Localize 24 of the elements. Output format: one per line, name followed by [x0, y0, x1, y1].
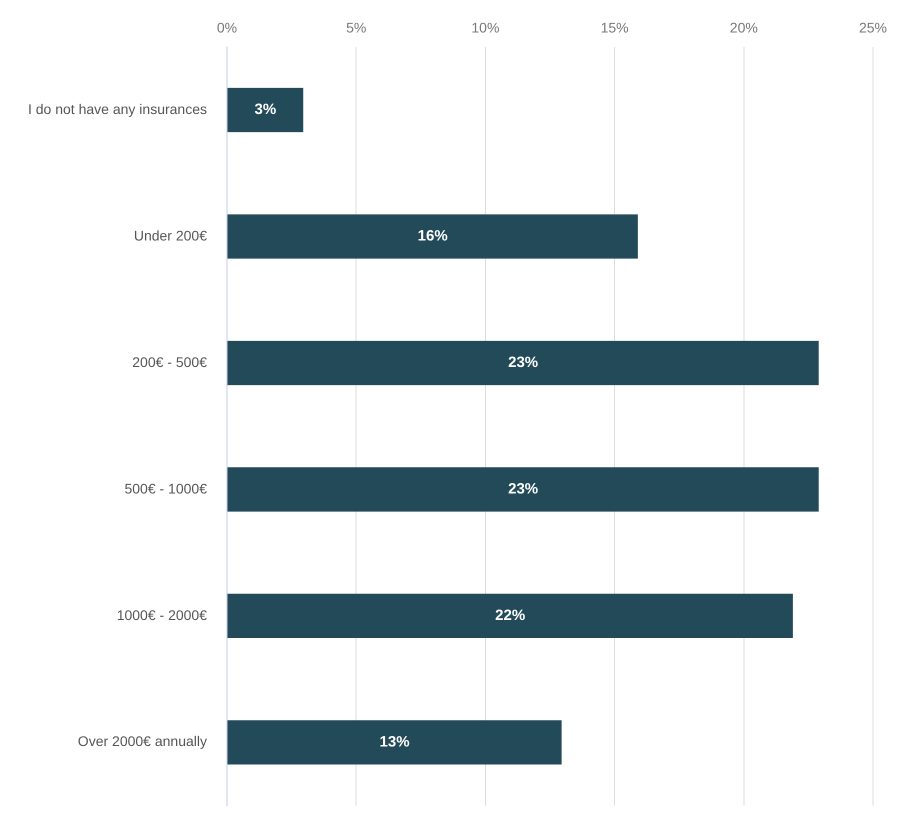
bar	[228, 214, 638, 259]
x-tick-label: 15%	[600, 19, 629, 36]
data-label: 23%	[508, 354, 538, 372]
x-tick-label: 20%	[730, 19, 758, 36]
bar	[228, 88, 304, 132]
y-tick-label: Over 2000€ annually	[78, 733, 208, 750]
bar	[228, 720, 562, 764]
x-tick-label: 10%	[471, 19, 500, 36]
x-tick-label: 0%	[216, 19, 238, 36]
y-tick-label: 1000€ - 2000€	[116, 606, 208, 623]
data-label: 3%	[254, 101, 276, 118]
x-tick-label: 5%	[346, 19, 366, 36]
bar	[228, 340, 819, 386]
data-label: 13%	[380, 734, 410, 751]
x-tick-label: 25%	[858, 19, 888, 36]
y-tick-label: 200€ - 500€	[132, 354, 208, 370]
data-label: 23%	[508, 480, 538, 498]
y-tick-label: I do not have any insurances	[28, 100, 208, 117]
data-label: 16%	[418, 228, 448, 245]
bar	[228, 467, 819, 512]
y-tick-label: 500€ - 1000€	[124, 480, 208, 496]
bar	[228, 594, 793, 638]
data-label: 22%	[495, 607, 526, 624]
y-tick-label: Under 200€	[134, 227, 208, 244]
